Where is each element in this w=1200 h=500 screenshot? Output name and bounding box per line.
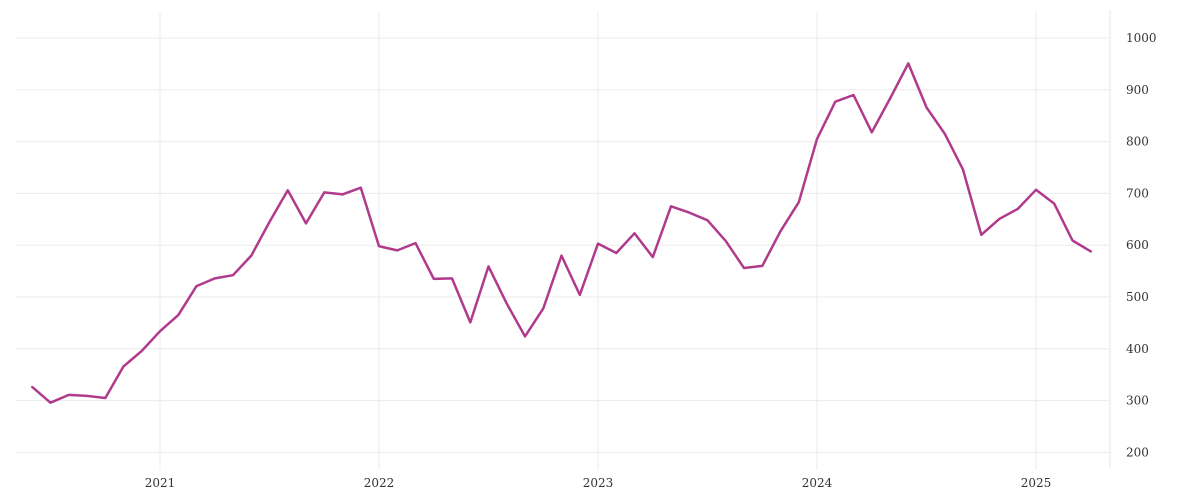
data-point-2025-04: [1090, 250, 1092, 252]
data-point-2022-07: [487, 265, 489, 267]
data-point-2022-04: [433, 278, 435, 280]
data-point-2022-08: [506, 303, 508, 305]
data-point-2021-08: [287, 189, 289, 191]
data-point-2022-09: [524, 335, 526, 337]
data-point-2021-10: [323, 191, 325, 193]
data-point-2024-11: [998, 218, 1000, 220]
data-point-2023-12: [798, 201, 800, 203]
y-tick-label-300: 300: [1126, 394, 1149, 408]
y-tick-label-200: 200: [1126, 445, 1149, 459]
data-point-2022-03: [414, 242, 416, 244]
data-point-2024-12: [1017, 208, 1019, 210]
data-point-2020-08: [68, 394, 70, 396]
data-point-2023-03: [633, 232, 635, 234]
y-tick-label-900: 900: [1126, 83, 1149, 97]
data-point-2020-10: [104, 397, 106, 399]
vertical-gridlines: [159, 12, 1037, 470]
horizontal-gridlines: [16, 37, 1110, 453]
data-point-2022-02: [396, 249, 398, 251]
data-point-2021-03: [195, 285, 197, 287]
data-point-2021-07: [268, 221, 270, 223]
y-tick-label-500: 500: [1126, 290, 1149, 304]
data-point-2021-09: [305, 222, 307, 224]
data-point-2020-06: [31, 386, 33, 388]
data-point-2024-05: [889, 97, 891, 99]
data-point-2021-06: [250, 254, 252, 256]
data-point-2024-02: [834, 101, 836, 103]
data-point-2024-01: [816, 138, 818, 140]
x-tick-label-2024: 2024: [802, 476, 833, 490]
data-point-2025-01: [1035, 189, 1037, 191]
y-tick-label-400: 400: [1126, 342, 1149, 356]
data-point-2023-09: [743, 267, 745, 269]
data-point-2021-02: [177, 314, 179, 316]
data-point-2025-02: [1053, 203, 1055, 205]
data-point-2020-11: [122, 365, 124, 367]
y-tick-label-1000: 1000: [1126, 31, 1157, 45]
data-point-2021-12: [360, 187, 362, 189]
data-point-2022-12: [579, 294, 581, 296]
series-layer: [31, 62, 1093, 404]
data-point-2023-11: [779, 230, 781, 232]
data-point-2023-08: [725, 240, 727, 242]
data-point-2024-03: [852, 94, 854, 96]
data-point-2022-01: [378, 245, 380, 247]
y-axis-tick-labels: 200 300 400 500 600 700 800 900 1000: [1126, 31, 1157, 459]
x-tick-label-2023: 2023: [583, 476, 614, 490]
y-tick-label-600: 600: [1126, 238, 1149, 252]
data-point-2024-04: [871, 131, 873, 133]
data-point-2021-04: [214, 277, 216, 279]
data-point-2022-06: [469, 321, 471, 323]
y-tick-label-800: 800: [1126, 135, 1149, 149]
data-point-2020-09: [86, 395, 88, 397]
x-tick-label-2025: 2025: [1021, 476, 1052, 490]
data-point-2023-10: [761, 265, 763, 267]
data-point-2025-03: [1071, 239, 1073, 241]
data-point-2023-05: [670, 205, 672, 207]
y-tick-label-700: 700: [1126, 186, 1149, 200]
series-line-0: [31, 62, 1093, 404]
data-point-2023-06: [688, 211, 690, 213]
data-point-2021-01: [159, 330, 161, 332]
data-point-2022-10: [542, 307, 544, 309]
data-point-2024-10: [980, 234, 982, 236]
data-point-2021-11: [341, 193, 343, 195]
data-point-2022-11: [560, 254, 562, 256]
data-point-2024-06: [907, 62, 909, 64]
x-tick-label-2022: 2022: [364, 476, 395, 490]
data-point-2023-04: [652, 256, 654, 258]
data-point-2024-07: [925, 106, 927, 108]
data-point-2024-09: [962, 168, 964, 170]
data-point-2020-12: [141, 350, 143, 352]
data-point-2022-05: [451, 277, 453, 279]
x-axis-tick-labels: 2021 2022 2023 2024 2025: [145, 476, 1052, 490]
data-point-2024-08: [944, 133, 946, 135]
data-point-2023-07: [706, 219, 708, 221]
data-point-2020-07: [49, 402, 51, 404]
data-point-2023-02: [615, 252, 617, 254]
x-tick-label-2021: 2021: [145, 476, 176, 490]
data-point-2021-05: [232, 274, 234, 276]
data-point-2023-01: [597, 242, 599, 244]
